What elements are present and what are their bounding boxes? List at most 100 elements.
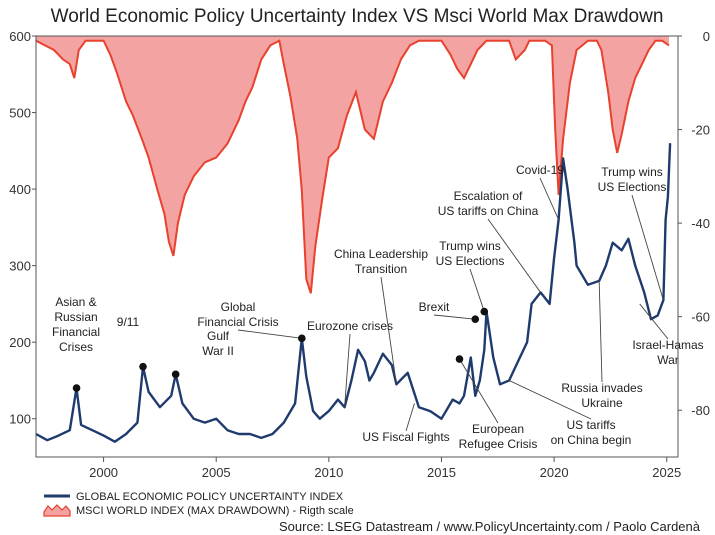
epu-index-line: [35, 143, 672, 443]
annotation-leader-7: [433, 314, 476, 320]
y-left-tick-label-500: 500: [9, 106, 31, 121]
x-tick-label-2020: 2020: [540, 465, 569, 480]
annotation-marker-2: [171, 370, 180, 379]
annotation-label-14: Trump wins US Elections: [598, 165, 667, 194]
annotation-leader-9: [459, 358, 499, 424]
annotation-label-8-line-1: US Elections: [436, 254, 505, 268]
annotation-label-7: Brexit: [419, 300, 450, 314]
annotation-label-6: US Fiscal Fights: [362, 430, 449, 444]
annotation-label-13-line-0: Russia invades: [561, 381, 642, 395]
annotation-marker-9: [455, 355, 464, 363]
annotation-label-11: Covid-19: [516, 163, 564, 177]
chart-title: World Economic Policy Uncertainty Index …: [51, 6, 664, 27]
annotation-label-12-line-0: US tariffs: [566, 418, 615, 432]
annotation-leader-6: [405, 403, 415, 432]
annotation-label-3: Global Financial Crisis: [197, 300, 278, 329]
epu-layer: [35, 143, 672, 443]
annotation-leader-3: [237, 329, 302, 339]
y-left-tick-label-400: 400: [9, 182, 31, 197]
annotation-label-5-line-0: China Leadership: [334, 247, 428, 261]
annotation-label-12: US tariffs on China begin: [551, 418, 632, 447]
legend-msci-sep: -: [289, 505, 299, 517]
y-right-tick-label--80: -80: [691, 403, 710, 418]
annotation-label-0-line-3: Crises: [59, 340, 93, 354]
annotation-label-10-line-0: Escalation of: [454, 189, 523, 203]
annotation-label-9-line-0: European: [472, 422, 524, 436]
y-right-tick-label--20: -20: [691, 123, 710, 138]
y-left-tick-label-600: 600: [9, 29, 31, 44]
annotation-marker-1: [139, 362, 147, 371]
annotation-label-0-line-0: Asian &: [55, 295, 96, 309]
annotation-label-1-line-0: 9/11: [117, 315, 140, 329]
annotation-leaders: [237, 177, 669, 432]
annotation-label-13-line-1: Ukraine: [581, 396, 623, 410]
x-tick-label-2025: 2025: [652, 465, 681, 480]
annotation-marker-0: [72, 384, 81, 392]
annotation-label-6-line-0: US Fiscal Fights: [362, 430, 449, 444]
annotation-label-4-line-0: Eurozone crises: [307, 319, 393, 333]
annotation-label-15-line-1: War: [657, 353, 679, 367]
annotation-label-7-line-0: Brexit: [419, 300, 450, 314]
annotation-leader-15: [639, 303, 669, 340]
annotation-leader-14: [631, 194, 664, 301]
annotation-label-2-line-1: War II: [202, 344, 234, 358]
annotation-label-15-line-0: Israel-Hamas: [632, 338, 703, 352]
x-tick-label-2005: 2005: [202, 465, 231, 480]
legend: GLOBAL ECONOMIC POLICY UNCERTAINTY INDEX…: [43, 491, 354, 517]
legend-epu-label: GLOBAL ECONOMIC POLICY UNCERTAINTY INDEX: [76, 491, 344, 503]
annotation-label-3-line-1: Financial Crisis: [197, 315, 278, 329]
annotation-label-0-line-2: Financial: [52, 325, 100, 339]
annotation-leader-4: [344, 333, 351, 408]
annotation-label-11-line-0: Covid-19: [516, 163, 564, 177]
annotation-marker-8: [480, 307, 489, 316]
annotation-label-12-line-1: on China begin: [551, 433, 632, 447]
annotation-leader-11: [539, 177, 560, 220]
annotation-leader-5: [380, 276, 397, 385]
annotation-label-14-line-1: US Elections: [598, 180, 667, 194]
annotation-label-8: Trump wins US Elections: [436, 239, 505, 268]
annotation-label-5-line-1: Transition: [355, 262, 407, 276]
x-tick-label-2010: 2010: [314, 465, 343, 480]
annotation-label-9-line-1: Refugee Crisis: [459, 437, 538, 451]
annotation-label-10: Escalation of US tariffs on China: [438, 189, 539, 218]
drawdown-layer: [35, 36, 670, 294]
annotation-label-3-line-0: Global: [221, 300, 256, 314]
annotation-label-2: Gulf War II: [202, 329, 234, 358]
y-left-tick-label-300: 300: [9, 259, 31, 274]
annotation-marker-3: [298, 334, 306, 343]
msci-drawdown-line: [35, 39, 670, 294]
annotation-label-10-line-1: US tariffs on China: [438, 204, 539, 218]
annotation-label-8-line-0: Trump wins: [439, 239, 501, 253]
y-left-tick-label-100: 100: [9, 412, 31, 427]
plot-frame: [35, 35, 679, 458]
annotation-leader-12: [508, 380, 592, 420]
legend-msci-label: MSCI WORLD INDEX (MAX DRAWDOWN) - Rigth …: [76, 505, 354, 517]
y-axis-left: 100 200 300 400 500 600: [9, 29, 36, 427]
y-right-tick-label-0: 0: [703, 29, 710, 44]
x-tick-label-2015: 2015: [427, 465, 456, 480]
annotation-label-13: Russia invades Ukraine: [561, 381, 642, 410]
y-right-tick-label--60: -60: [691, 310, 710, 325]
source-note: Source: LSEG Datastream / www.PolicyUnce…: [279, 519, 701, 534]
x-axis: 2000 2005 2010 2015 2020 2025: [89, 457, 681, 480]
annotation-marker-7: [471, 315, 480, 324]
annotation-label-5: China Leadership Transition: [334, 247, 428, 276]
legend-msci-scale-note: Rigth scale: [299, 505, 353, 517]
annotation-label-2-line-0: Gulf: [207, 329, 230, 343]
annotation-label-0-line-1: Russian: [54, 310, 97, 324]
annotation-label-15: Israel-Hamas War: [632, 338, 703, 367]
y-right-tick-label--40: -40: [691, 216, 710, 231]
x-tick-label-2000: 2000: [89, 465, 118, 480]
annotation-markers: [72, 307, 489, 392]
annotation-label-14-line-0: Trump wins: [601, 165, 663, 179]
annotation-label-1: 9/11: [117, 315, 140, 329]
annotation-leader-8: [469, 268, 485, 312]
annotation-label-0: Asian & Russian Financial Crises: [52, 295, 100, 354]
annotation-leader-10: [487, 218, 541, 293]
y-axis-right: -80 -60 -40 -20 0: [678, 29, 710, 418]
annotation-label-9: European Refugee Crisis: [459, 422, 538, 451]
msci-drawdown-area: [36, 36, 669, 294]
y-left-tick-label-200: 200: [9, 335, 31, 350]
